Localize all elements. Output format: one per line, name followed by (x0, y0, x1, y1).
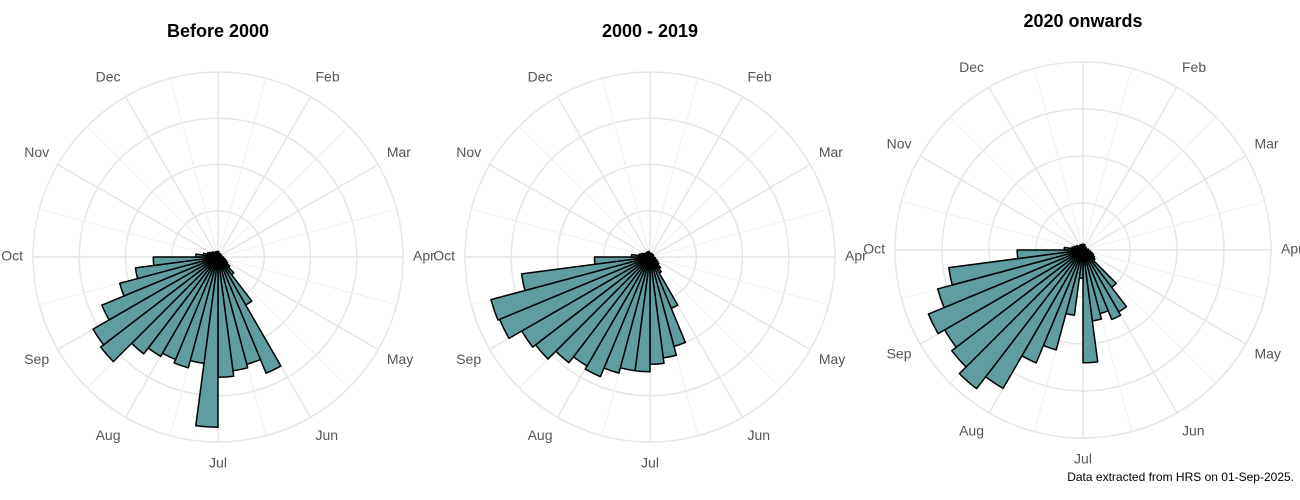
spoke (601, 78, 651, 258)
month-label: Mar (819, 144, 843, 160)
month-label: Jul (641, 455, 659, 471)
spoke (217, 96, 312, 258)
spoke (217, 125, 350, 258)
spoke (649, 78, 699, 258)
chart-title: 2020 onwards (1023, 11, 1142, 31)
spoke (217, 163, 379, 258)
spoke (988, 86, 1084, 251)
spoke (649, 256, 782, 389)
spoke (217, 256, 397, 306)
spoke (949, 116, 1084, 251)
spoke (471, 208, 651, 258)
bar (950, 249, 1084, 368)
caption: Data extracted from HRS on 01-Sep-2025. (1067, 470, 1294, 484)
month-label: Nov (887, 136, 912, 152)
month-label: Oct (1, 248, 23, 264)
month-label: Aug (959, 423, 984, 439)
month-label: Sep (887, 346, 912, 362)
spoke (649, 96, 744, 258)
bar (948, 249, 1084, 286)
bar (1016, 249, 1084, 260)
bar (927, 249, 1084, 335)
spoke (217, 256, 379, 351)
spoke (124, 96, 219, 258)
spoke (1082, 116, 1217, 251)
spoke (1082, 86, 1178, 251)
spoke (556, 96, 651, 258)
month-label: Feb (316, 68, 340, 84)
bar (101, 256, 219, 321)
month-label: Jul (1074, 451, 1092, 467)
month-label: Dec (96, 68, 121, 84)
month-label: Nov (24, 144, 49, 160)
bar (134, 256, 219, 280)
spoke (57, 163, 219, 258)
month-label: Oct (863, 241, 885, 257)
bar (520, 256, 651, 292)
spoke (217, 78, 267, 258)
spoke (518, 125, 651, 258)
spoke (649, 208, 829, 258)
month-label: May (387, 351, 413, 367)
bar (490, 256, 651, 321)
chart-title: 2000 - 2019 (602, 21, 698, 41)
bar (118, 256, 219, 297)
month-label: Dec (528, 68, 553, 84)
bar (1081, 243, 1084, 251)
spoke (86, 125, 219, 258)
bar (216, 250, 219, 258)
month-label: Apr (413, 248, 435, 264)
bar (958, 249, 1084, 390)
bar (584, 256, 651, 378)
month-label: Sep (456, 351, 481, 367)
spoke (1082, 249, 1265, 300)
bar (593, 256, 651, 265)
month-label: Sep (24, 351, 49, 367)
month-label: Aug (96, 427, 121, 443)
spoke (1033, 68, 1084, 251)
spoke (39, 208, 219, 258)
spoke (919, 155, 1084, 251)
spoke (489, 163, 651, 258)
chart-title: Before 2000 (167, 21, 269, 41)
spoke (1082, 200, 1265, 251)
bar (152, 256, 219, 267)
month-label: Oct (433, 248, 455, 264)
spoke (169, 78, 219, 258)
month-label: May (1254, 346, 1280, 362)
month-label: Jun (1182, 423, 1205, 439)
month-label: Mar (387, 144, 411, 160)
spoke (1082, 68, 1133, 251)
bar (99, 256, 219, 363)
spoke (649, 256, 829, 306)
bar (217, 256, 282, 374)
spoke (217, 208, 397, 258)
month-label: Jul (209, 455, 227, 471)
month-label: May (819, 351, 845, 367)
month-label: Feb (748, 68, 772, 84)
bar (1082, 249, 1099, 364)
month-label: Jun (316, 427, 339, 443)
month-label: Aug (528, 427, 553, 443)
month-label: Feb (1182, 59, 1206, 75)
month-label: Dec (959, 59, 984, 75)
month-label: Mar (1254, 136, 1278, 152)
bar (1082, 249, 1122, 321)
spoke (649, 125, 782, 258)
spoke (649, 256, 811, 351)
bar (92, 256, 219, 346)
spoke (1082, 155, 1247, 251)
month-label: Apr (845, 248, 867, 264)
spoke (901, 200, 1084, 251)
spoke (1082, 249, 1247, 345)
month-label: Apr (1281, 241, 1300, 257)
spoke (217, 256, 350, 389)
spoke (649, 163, 811, 258)
bar (936, 249, 1084, 309)
month-label: Jun (748, 427, 771, 443)
month-label: Nov (456, 144, 481, 160)
